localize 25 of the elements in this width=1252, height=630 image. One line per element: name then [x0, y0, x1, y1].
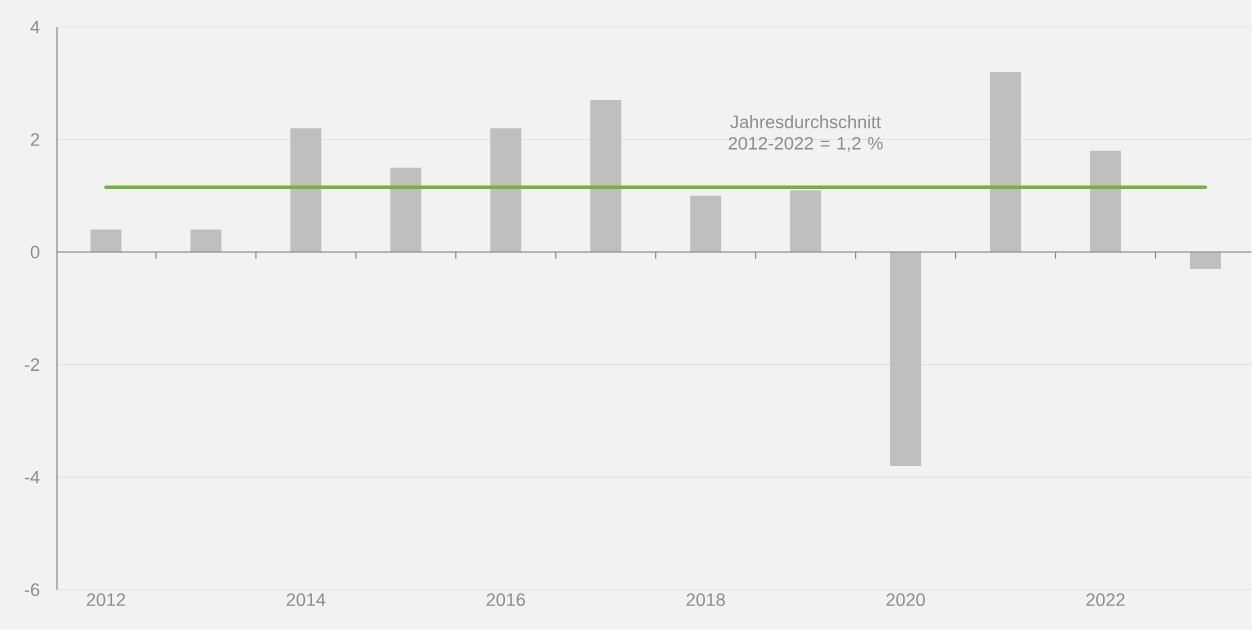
- x-tick-label: 2014: [286, 593, 326, 607]
- bar: [590, 100, 622, 253]
- bar: [190, 229, 222, 253]
- bar: [390, 167, 422, 253]
- y-tick-label: -2: [24, 358, 40, 372]
- bar: [490, 128, 522, 253]
- y-tick-label: 2: [30, 133, 40, 146]
- bar: [1089, 150, 1121, 253]
- ref-line-label: Jahresdurchschnitt 2012-2022 = 1,2 %: [728, 115, 883, 152]
- bar: [890, 252, 922, 467]
- x-tick-label: 2018: [686, 593, 725, 607]
- bar: [990, 72, 1022, 253]
- y-tick-label: -6: [24, 583, 40, 597]
- y-tick-label: -4: [24, 471, 40, 484]
- x-tick-label: 2022: [1086, 593, 1125, 607]
- x-tick-label: 2016: [486, 593, 525, 607]
- x-tick-label: 2020: [886, 593, 925, 607]
- x-tick-label: 2012: [86, 593, 126, 607]
- bar: [1189, 252, 1221, 270]
- y-tick-label: 0: [30, 245, 40, 259]
- bar: [790, 190, 822, 253]
- bar: [690, 195, 722, 253]
- bar: [290, 128, 322, 253]
- bar: [90, 229, 122, 253]
- y-tick-label: 4: [30, 20, 40, 34]
